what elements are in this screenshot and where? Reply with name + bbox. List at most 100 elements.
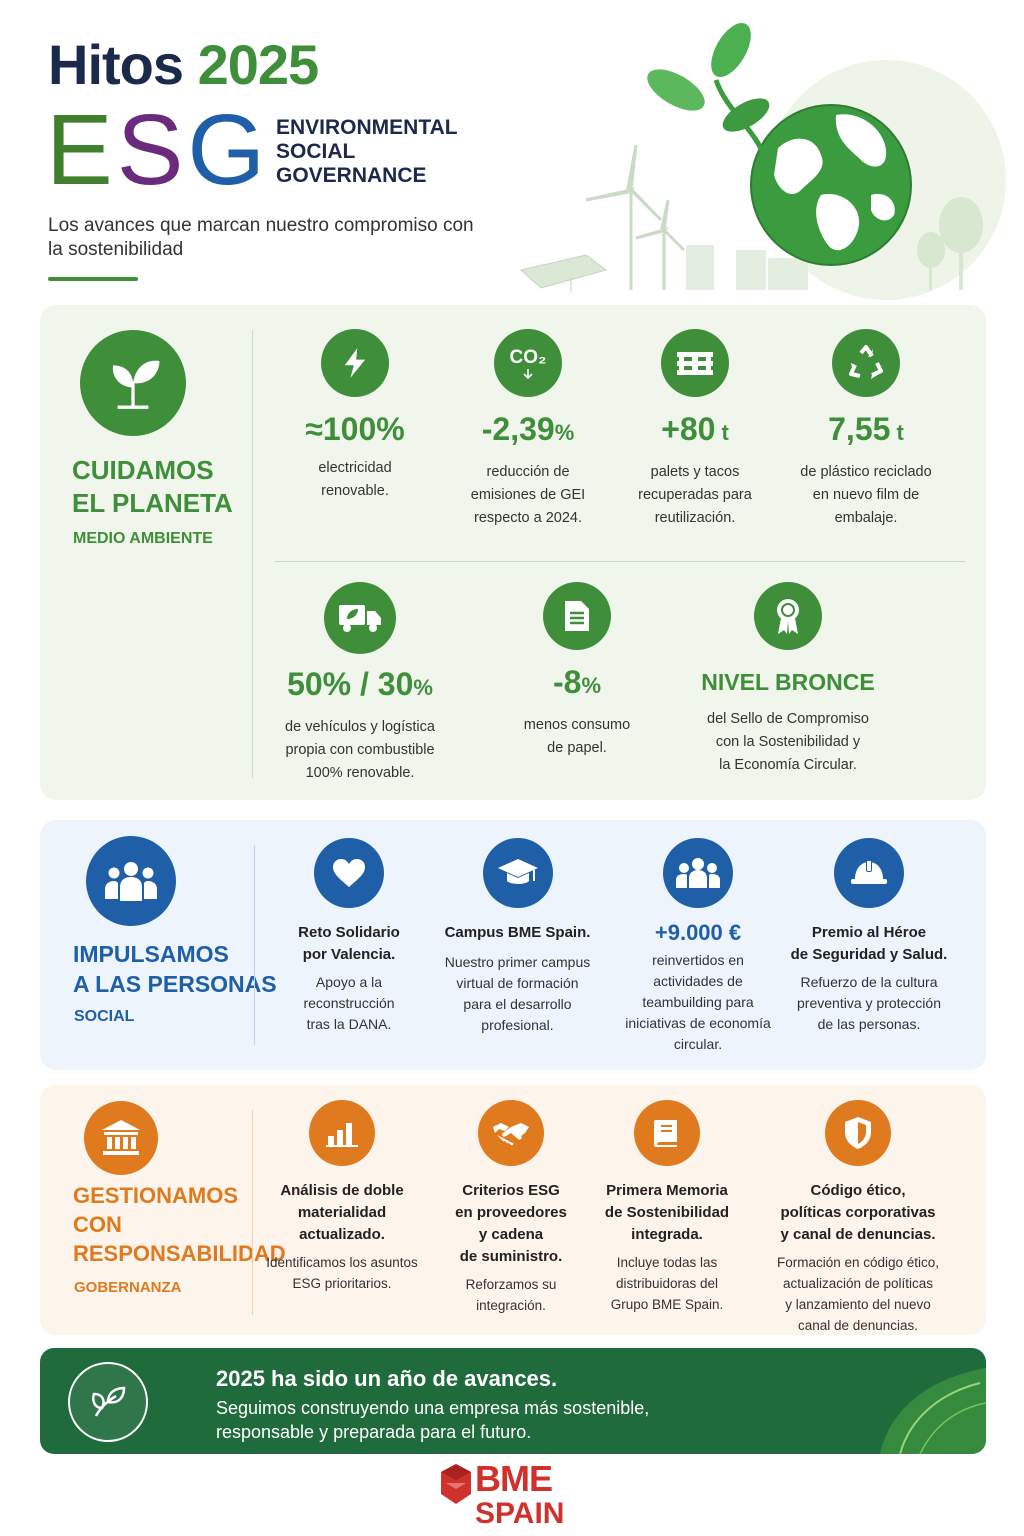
social-item-desc: para el desarrollo	[463, 996, 572, 1012]
footer-title: 2025 ha sido un año de avances.	[216, 1366, 558, 1391]
env-unit: t	[715, 420, 729, 445]
book-icon	[634, 1100, 700, 1166]
env-desc: respecto a 2024.	[473, 510, 583, 526]
gov-item-ethics: Código ético, políticas corporativas y c…	[760, 1100, 956, 1336]
gov-item-desc: canal de denuncias.	[797, 1318, 919, 1333]
gov-item-suppliers: Criterios ESG en proveedores y cadena de…	[432, 1100, 590, 1316]
social-item-desc: tras la DANA.	[306, 1016, 392, 1032]
gov-item-title: de Sostenibilidad	[604, 1204, 730, 1221]
social-item-desc: reconstrucción	[303, 995, 395, 1011]
env-stat-pallets: +80 t palets y tacos recuperadas para re…	[605, 329, 785, 530]
divider	[48, 277, 138, 281]
env-desc: de vehículos y logística	[285, 719, 435, 735]
social-item-desc: Apoyo a la	[315, 974, 383, 990]
esg-word-environmental: ENVIRONMENTAL	[276, 116, 458, 139]
gov-item-title: materialidad	[297, 1204, 387, 1221]
esg-words: ENVIRONMENTAL SOCIAL GOVERNANCE	[276, 116, 458, 188]
social-item-desc: actividades de	[653, 973, 743, 989]
gov-item-title: de suministro.	[459, 1248, 563, 1265]
title-year: 2025	[197, 33, 320, 96]
gov-item-title: Primera Memoria	[606, 1182, 728, 1199]
gov-item-title: Código ético,	[810, 1182, 906, 1199]
env-title-2: EL PLANETA	[72, 488, 233, 518]
social-title-2: A LAS PERSONAS	[73, 971, 277, 997]
gov-item-title: y canal de denuncias.	[780, 1226, 936, 1243]
env-value: -8	[552, 664, 582, 700]
env-divider	[252, 330, 253, 778]
env-desc: propia con combustible	[285, 742, 435, 758]
governance-section: GESTIONAMOS CON RESPONSABILIDAD GOBERNAN…	[40, 1085, 986, 1335]
environment-section: CUIDAMOS EL PLANETA MEDIO AMBIENTE ≈100%…	[40, 305, 986, 800]
env-desc: reducción de	[486, 464, 570, 480]
social-item-safety: Premio al Héroe de Seguridad y Salud. Re…	[785, 838, 953, 1035]
gov-title-2: CON	[73, 1212, 122, 1237]
env-desc: de plástico reciclado	[800, 464, 932, 480]
gov-item-desc: integración.	[476, 1298, 546, 1313]
env-value: 7,55	[828, 411, 891, 447]
gov-item-desc: ESG prioritarios.	[292, 1276, 392, 1291]
shield-icon	[825, 1100, 891, 1166]
env-stat-vehicles: 50% / 30% de vehículos y logística propi…	[255, 582, 465, 785]
gov-item-desc: Grupo BME Spain.	[610, 1297, 724, 1312]
pallet-icon	[661, 329, 729, 397]
env-stat-paper: -8% menos consumo de papel.	[487, 582, 667, 760]
social-section: IMPULSAMOS A LAS PERSONAS SOCIAL Reto So…	[40, 820, 986, 1070]
gov-item-desc: Identificamos los asuntos	[266, 1255, 418, 1270]
bme-logo-mark	[441, 1464, 471, 1504]
page-title: Hitos 2025	[48, 30, 320, 100]
gov-item-desc: actualización de políticas	[782, 1276, 934, 1291]
env-desc: de papel.	[547, 740, 607, 756]
gov-item-desc: distribuidoras del	[615, 1276, 719, 1291]
env-desc: reutilización.	[654, 510, 736, 526]
bar-chart-icon	[309, 1100, 375, 1166]
gov-item-report: Primera Memoria de Sostenibilidad integr…	[592, 1100, 742, 1315]
env-unit: %	[413, 675, 433, 700]
leaf-icon	[68, 1362, 148, 1442]
social-item-teambuilding: +9.000 € reinvertidos en actividades de …	[617, 838, 779, 1055]
social-item-title: de Seguridad y Salud.	[790, 946, 948, 963]
heart-icon	[314, 838, 384, 908]
social-item-desc: de las personas.	[817, 1016, 921, 1032]
env-value: +80	[661, 411, 716, 447]
logo-bme: BME	[475, 1458, 553, 1499]
gov-item-title: en proveedores	[455, 1204, 567, 1221]
env-unit: t	[890, 420, 904, 445]
esg-s: S	[116, 94, 188, 206]
social-item-desc: preventiva y protección	[797, 995, 941, 1011]
footer-line: Seguimos construyendo una empresa más so…	[216, 1398, 650, 1418]
plant-icon	[80, 330, 186, 436]
gov-title-1: GESTIONAMOS	[73, 1183, 239, 1208]
lightning-icon	[321, 329, 389, 397]
env-unit: %	[554, 420, 575, 445]
leaf-decoration	[880, 1368, 986, 1454]
graduation-cap-icon	[482, 838, 553, 908]
gov-subtitle: GOBERNANZA	[74, 1279, 182, 1296]
co2-icon: CO₂	[494, 329, 562, 397]
env-desc: renovable.	[321, 483, 389, 499]
env-subtitle: MEDIO AMBIENTE	[73, 530, 213, 547]
env-stat-bronze: NIVEL BRONCE del Sello de Compromiso con…	[678, 582, 898, 777]
social-item-title: Premio al Héroe	[811, 924, 927, 941]
gov-item-desc: Reforzamos su	[465, 1277, 557, 1292]
people-icon	[86, 836, 176, 926]
env-value: -2,39	[481, 411, 555, 447]
document-icon	[543, 582, 611, 650]
social-item-desc: teambuilding para	[642, 994, 754, 1010]
social-item-campus: Campus BME Spain. Nuestro primer campus …	[430, 838, 605, 1036]
esg-letters: ESG	[46, 100, 269, 200]
gov-item-title: actualizado.	[299, 1226, 385, 1243]
env-desc: emisiones de GEI	[470, 487, 586, 503]
social-item-desc: profesional.	[481, 1017, 554, 1033]
recycle-icon	[832, 329, 900, 397]
env-row-divider	[275, 561, 965, 562]
env-stat-plastic: 7,55 t de plástico reciclado en nuevo fi…	[776, 329, 956, 530]
esg-e: E	[46, 94, 117, 206]
social-item-title: Campus BME Spain.	[444, 924, 591, 941]
social-item-desc: reinvertidos en	[652, 952, 744, 968]
gov-item-title: integrada.	[631, 1226, 703, 1243]
social-subtitle: SOCIAL	[74, 1008, 135, 1025]
logo-spain: SPAIN	[475, 1497, 565, 1530]
institution-icon	[84, 1101, 158, 1175]
gov-divider	[252, 1110, 253, 1315]
page-subtitle: Los avances que marcan nuestro compromis…	[48, 215, 474, 260]
